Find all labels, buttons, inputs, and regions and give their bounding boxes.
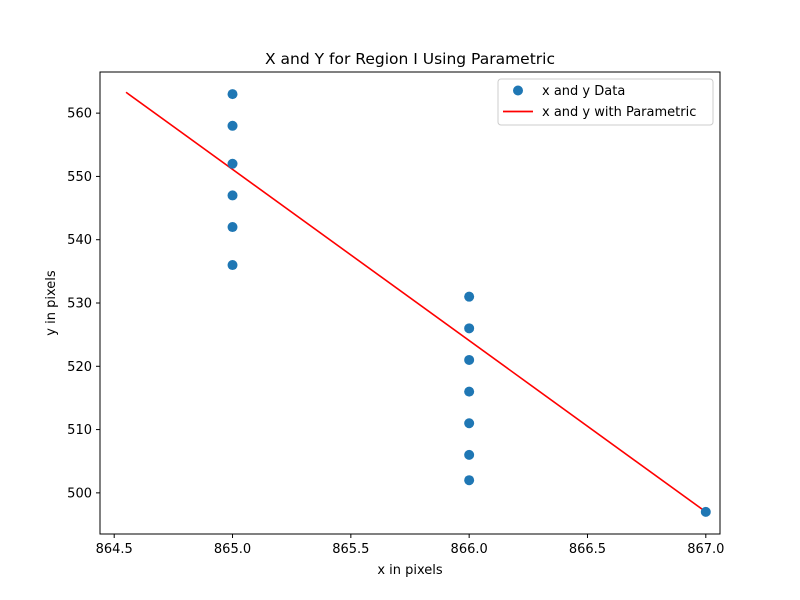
- data-point: [227, 158, 238, 169]
- data-point: [227, 222, 238, 233]
- x-tick-label: 865.0: [214, 542, 251, 557]
- y-tick-label: 530: [67, 297, 92, 312]
- y-tick-label: 550: [67, 170, 92, 185]
- y-tick-label: 510: [67, 423, 92, 438]
- y-tick-label: 520: [67, 360, 92, 375]
- data-point: [227, 260, 238, 271]
- data-point: [227, 89, 238, 100]
- plot-area: [125, 89, 711, 517]
- x-axis-ticks: 864.5 865.0 865.5 866.0 866.5 867.0: [96, 534, 724, 557]
- data-point: [464, 475, 475, 486]
- legend-label-scatter: x and y Data: [542, 84, 625, 99]
- x-tick-label: 864.5: [96, 542, 133, 557]
- x-tick-label: 867.0: [687, 542, 724, 557]
- x-tick-label: 865.5: [332, 542, 369, 557]
- data-point: [464, 386, 475, 397]
- legend-label-line: x and y with Parametric: [542, 105, 696, 120]
- data-point: [464, 418, 475, 429]
- data-point: [227, 190, 238, 201]
- x-tick-label: 866.0: [451, 542, 488, 557]
- data-point: [464, 449, 475, 460]
- data-point: [227, 120, 238, 131]
- y-axis-label: y in pixels: [44, 270, 59, 336]
- x-tick-label: 866.5: [569, 542, 606, 557]
- y-tick-label: 560: [67, 107, 92, 122]
- data-point: [700, 506, 711, 517]
- data-point: [464, 291, 475, 302]
- chart-title: X and Y for Region I Using Parametric: [265, 50, 555, 68]
- data-point: [464, 323, 475, 334]
- data-point: [464, 354, 475, 365]
- y-tick-label: 500: [67, 486, 92, 501]
- y-axis-ticks: 500 510 520 530 540 550 560: [67, 107, 100, 501]
- legend-marker-scatter: [513, 85, 523, 96]
- legend-box: [497, 78, 714, 126]
- legend: x and y Data x and y with Parametric: [497, 78, 714, 126]
- x-axis-label: x in pixels: [377, 563, 443, 578]
- parametric-fit-line: [125, 91, 707, 513]
- y-tick-label: 540: [67, 233, 92, 248]
